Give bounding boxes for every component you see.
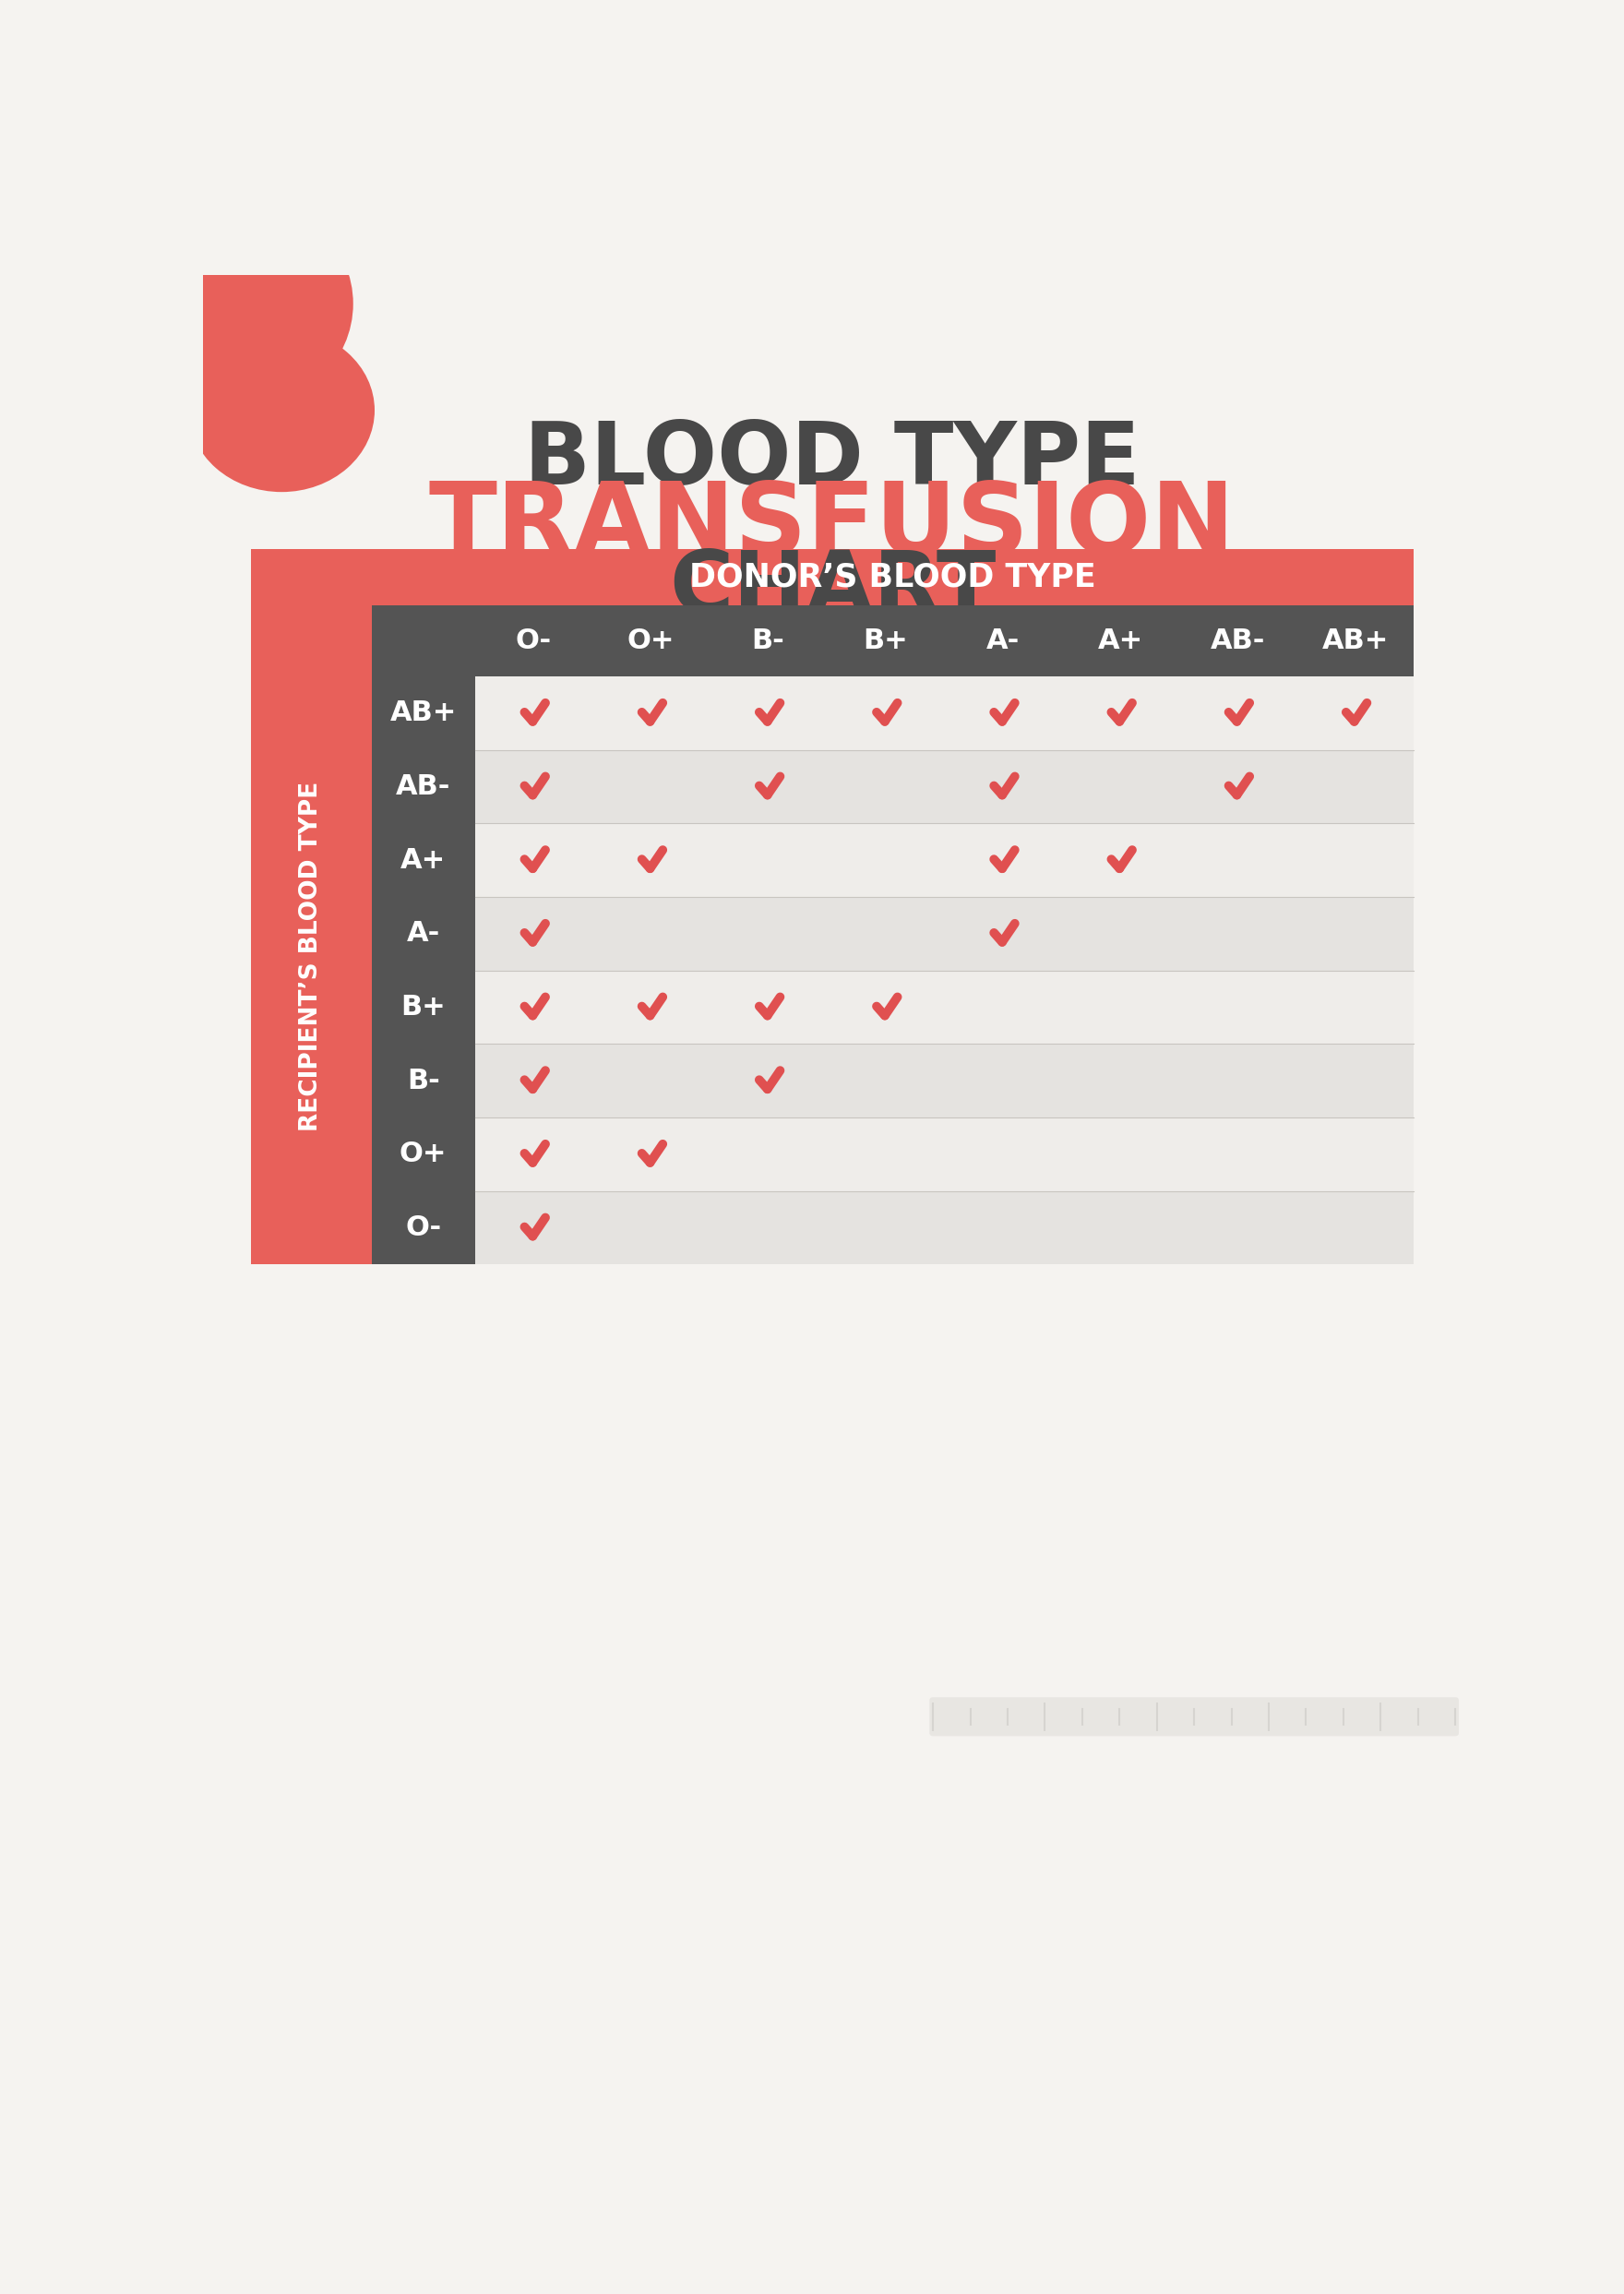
FancyBboxPatch shape [250, 548, 1415, 1264]
Text: AB+: AB+ [1322, 629, 1389, 654]
Text: B-: B- [752, 629, 784, 654]
Text: O+: O+ [627, 629, 674, 654]
Text: O-: O- [515, 629, 552, 654]
FancyBboxPatch shape [474, 677, 1415, 750]
FancyBboxPatch shape [474, 824, 1415, 897]
FancyBboxPatch shape [474, 1044, 1415, 1117]
Text: O+: O+ [400, 1140, 447, 1168]
Ellipse shape [188, 328, 375, 491]
Text: RECIPIENT’S BLOOD TYPE: RECIPIENT’S BLOOD TYPE [299, 782, 323, 1131]
FancyBboxPatch shape [474, 1191, 1415, 1264]
Text: B-: B- [406, 1067, 440, 1094]
Text: B+: B+ [401, 993, 445, 1021]
Text: A+: A+ [1098, 629, 1143, 654]
Text: O-: O- [406, 1214, 442, 1241]
Text: DONOR’S BLOOD TYPE: DONOR’S BLOOD TYPE [690, 562, 1096, 594]
Text: BLOOD TYPE: BLOOD TYPE [525, 418, 1140, 502]
Ellipse shape [125, 197, 352, 411]
FancyBboxPatch shape [929, 1698, 1458, 1737]
FancyBboxPatch shape [474, 970, 1415, 1044]
FancyBboxPatch shape [372, 606, 1415, 1264]
Ellipse shape [132, 248, 260, 445]
FancyBboxPatch shape [474, 897, 1415, 970]
Text: A-: A- [406, 920, 440, 947]
FancyBboxPatch shape [474, 750, 1415, 824]
Text: AB+: AB+ [390, 700, 456, 727]
Text: B+: B+ [862, 629, 908, 654]
Text: A-: A- [986, 629, 1020, 654]
Text: CHART: CHART [669, 548, 996, 633]
Text: TRANSFUSION: TRANSFUSION [429, 477, 1236, 576]
Text: A+: A+ [401, 846, 447, 874]
FancyBboxPatch shape [474, 1117, 1415, 1191]
Text: AB-: AB- [1210, 629, 1265, 654]
Text: AB-: AB- [396, 773, 450, 801]
